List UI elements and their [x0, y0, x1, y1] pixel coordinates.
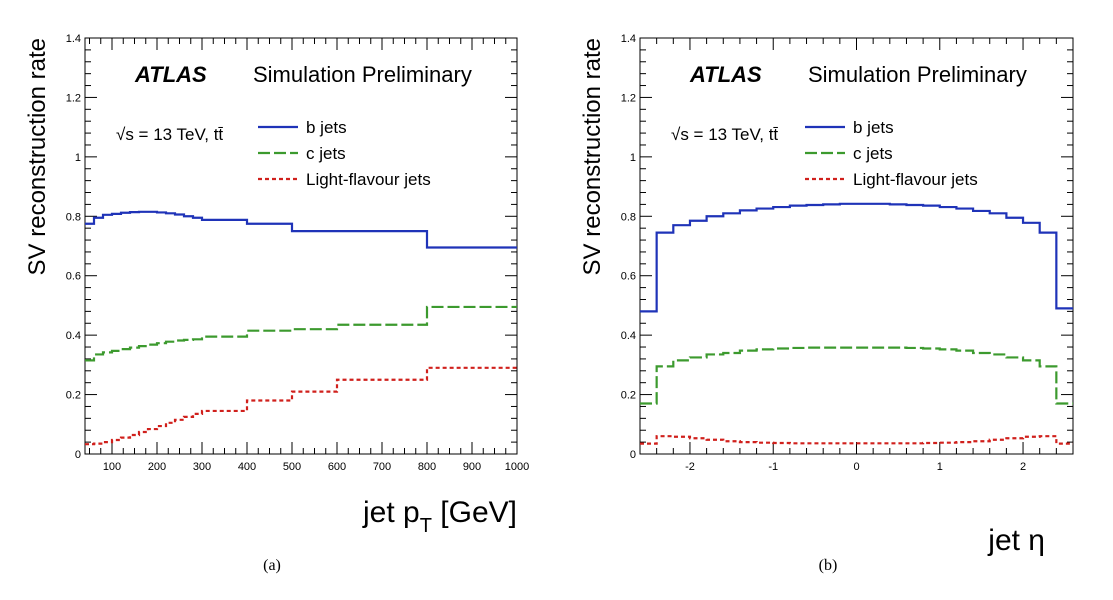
y-tick-label: 1: [630, 152, 636, 164]
series-line-c: [85, 305, 517, 362]
plot-frame: [84, 37, 518, 455]
experiment-label: ATLAS: [134, 62, 207, 87]
x-tick-label: 700: [373, 461, 391, 473]
y-tick-label: 0.6: [66, 271, 81, 283]
series-line-light: [640, 435, 1073, 445]
series-line-c: [640, 346, 1073, 405]
y-tick-label: 0.8: [66, 211, 81, 223]
legend-label-light: Light-flavour jets: [853, 170, 978, 189]
y-tick-label: 1.2: [66, 92, 81, 104]
experiment-label: ATLAS: [689, 62, 762, 87]
legend-label-c: c jets: [853, 144, 893, 163]
x-tick-label: 300: [193, 461, 211, 473]
x-tick-label: 0: [853, 461, 859, 473]
x-tick-label: 500: [283, 461, 301, 473]
energy-label: √s = 13 TeV, tt̄: [116, 125, 224, 144]
y-tick-label: 1.4: [66, 33, 81, 45]
panel-a: 0 0.2 0.4 0.6 0.8 1 1.2 1.4 100 200 300 400 500 600 70…: [24, 33, 529, 537]
legend-label-b: b jets: [306, 118, 347, 137]
legend-label-light: Light-flavour jets: [306, 170, 431, 189]
x-tick-label: 800: [418, 461, 436, 473]
status-label: Simulation Preliminary: [808, 62, 1027, 87]
legend-label-c: c jets: [306, 144, 346, 163]
x-tick-label: 100: [103, 461, 121, 473]
y-axis-label: SV reconstruction rate: [579, 38, 606, 275]
legend-label-b: b jets: [853, 118, 894, 137]
caption-b: (b): [819, 557, 838, 574]
y-tick-label: 0.8: [621, 211, 636, 223]
y-tick-label: 0.2: [66, 390, 81, 402]
y-tick-label: 0.6: [621, 271, 636, 283]
status-label: Simulation Preliminary: [253, 62, 472, 87]
y-tick-label: 0: [75, 449, 81, 461]
plot-frame: [639, 37, 1074, 455]
y-tick-label: 0.2: [621, 390, 636, 402]
series-line-b: [640, 202, 1073, 313]
series-line-b: [85, 210, 517, 249]
x-tick-label: 400: [238, 461, 256, 473]
x-tick-label: 1: [937, 461, 943, 473]
x-tick-label: -2: [685, 461, 695, 473]
x-tick-label: 200: [148, 461, 166, 473]
x-tick-label: 900: [463, 461, 481, 473]
caption-a: (a): [263, 557, 281, 574]
y-tick-label: 0.4: [621, 330, 636, 342]
x-axis-label: jet pT [GeV]: [362, 496, 517, 537]
y-tick-label: 1.2: [621, 92, 636, 104]
y-tick-label: 1.4: [621, 33, 636, 45]
energy-label: √s = 13 TeV, tt̄: [671, 125, 779, 144]
x-tick-label: 1000: [505, 461, 529, 473]
y-tick-label: 0: [630, 449, 636, 461]
y-axis-label: SV reconstruction rate: [24, 38, 51, 275]
panel-b: 0 0.2 0.4 0.6 0.8 1 1.2 1.4 -2 -1 0 1 2 SV reconstruc…: [579, 33, 1074, 557]
x-axis-label: jet η: [987, 524, 1045, 557]
series-line-light: [85, 366, 517, 446]
x-tick-label: 600: [328, 461, 346, 473]
x-tick-label: 2: [1020, 461, 1026, 473]
x-tick-label: -1: [768, 461, 778, 473]
y-tick-label: 1: [75, 152, 81, 164]
y-tick-label: 0.4: [66, 330, 81, 342]
